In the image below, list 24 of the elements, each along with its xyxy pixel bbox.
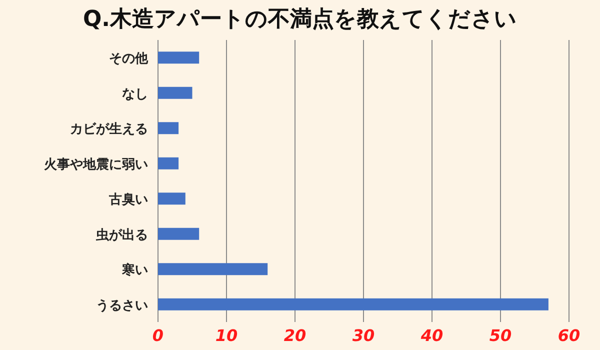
x-tick-label: 50	[489, 326, 512, 345]
y-tick-label: カビが生える	[70, 122, 148, 138]
bar	[158, 298, 548, 310]
x-tick-label: 10	[215, 326, 238, 345]
y-tick-label: なし	[122, 86, 148, 102]
bar	[158, 228, 200, 240]
y-tick-label: うるさい	[96, 298, 148, 314]
bar	[158, 122, 179, 134]
x-tick-label: 40	[420, 326, 444, 345]
y-tick-label: その他	[109, 52, 149, 67]
x-tick-label: 20	[284, 326, 306, 345]
bar	[158, 263, 268, 276]
bar	[158, 86, 192, 99]
y-tick-label: 寒い	[121, 262, 148, 278]
x-tick-label: 30	[352, 326, 375, 345]
bar	[158, 157, 179, 170]
y-tick-label: 古臭い	[108, 192, 148, 208]
bar	[158, 192, 186, 205]
chart-title: Q.木造アパートの不満点を教えてください	[82, 7, 518, 32]
y-tick-label: 火事や地震に弱い	[43, 157, 148, 172]
y-tick-label: 虫が出る	[95, 228, 148, 243]
x-tick-label: 60	[558, 326, 580, 345]
bar	[158, 52, 200, 64]
x-tick-label: 0	[152, 326, 164, 345]
